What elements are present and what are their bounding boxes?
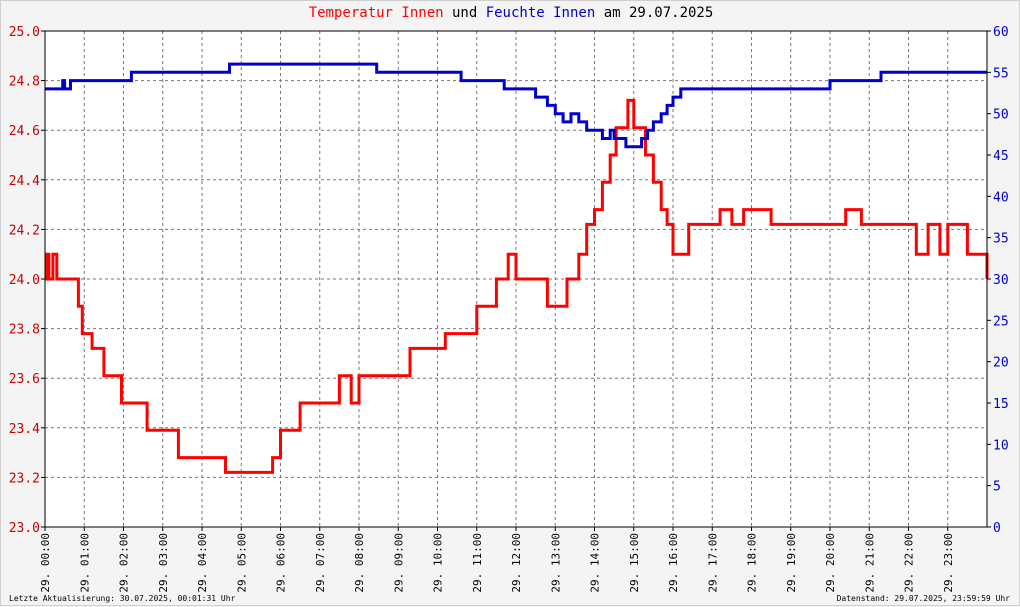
x-tick-label: 29. 18:00 [746,533,759,593]
x-tick-label: 29. 09:00 [392,533,405,593]
x-tick-label: 29. 20:00 [824,533,837,593]
x-tick-label: 29. 10:00 [432,533,445,593]
x-tick-label: 29. 17:00 [706,533,719,593]
right-tick-label: 25 [993,314,1009,329]
left-tick-label: 23.8 [9,323,40,338]
last-update-text: Letzte Aktualisierung: 30.07.2025, 00:01… [9,594,236,603]
right-axis: 0 5 10 15 20 25 30 35 40 45 50 55 60 [987,25,1009,536]
x-tick-label: 29. 14:00 [589,533,602,593]
right-tick-label: 20 [993,356,1009,371]
x-tick-label: 29. 05:00 [235,533,248,593]
right-tick-label: 10 [993,438,1009,453]
right-tick-label: 30 [993,273,1009,288]
left-tick-label: 23.0 [9,521,40,536]
right-tick-label: 35 [993,232,1009,247]
title-date: am 29.07.2025 [595,5,714,21]
x-tick-label: 29. 13:00 [549,533,562,593]
left-tick-label: 25.0 [9,25,40,40]
grid-lines [45,31,987,527]
title-temperature: Temperatur Innen [308,5,444,21]
left-tick-label: 24.0 [9,273,40,288]
left-tick-label: 24.8 [9,75,40,90]
x-axis: 29. 00:00 29. 01:00 29. 02:00 29. 03:00 29. … [39,527,955,593]
x-tick-label: 29. 12:00 [510,533,523,593]
right-tick-label: 45 [993,149,1009,164]
series-line-humidity [45,62,987,149]
x-tick-label: 29. 04:00 [196,533,209,593]
title-and: und [443,5,486,21]
left-tick-label: 24.4 [9,174,40,189]
x-tick-label: 29. 15:00 [628,533,641,593]
right-tick-label: 55 [993,66,1009,81]
left-axis: 23.0 23.2 23.4 23.6 23.8 24.0 24.2 24.4 24.6 24.8… [9,25,45,536]
right-tick-label: 50 [993,108,1009,123]
left-tick-label: 24.2 [9,223,40,238]
x-tick-label: 29. 22:00 [903,533,916,593]
right-tick-label: 60 [993,25,1009,40]
left-tick-label: 24.6 [9,124,40,139]
x-tick-label: 29. 11:00 [471,533,484,593]
left-tick-label: 23.6 [9,372,40,387]
left-tick-label: 23.2 [9,471,40,486]
x-tick-label: 29. 21:00 [863,533,876,593]
x-tick-label: 29. 03:00 [157,533,170,593]
x-tick-label: 29. 06:00 [275,533,288,593]
x-tick-label: 29. 07:00 [314,533,327,593]
left-tick-label: 23.4 [9,422,40,437]
title-humidity: Feuchte Innen [485,5,596,21]
series-line-temperature [45,98,989,474]
x-tick-label: 29. 08:00 [353,533,366,593]
x-tick-label: 29. 00:00 [39,533,52,593]
x-tick-label: 29. 02:00 [118,533,131,593]
x-tick-label: 29. 16:00 [667,533,680,593]
right-tick-label: 15 [993,397,1009,412]
data-status-text: Datenstand: 29.07.2025, 23:59:59 Uhr [836,594,1010,603]
chart-title: Temperatur Innen und Feuchte Innen am 29… [1,5,1020,21]
x-tick-label: 29. 19:00 [785,533,798,593]
right-tick-label: 40 [993,190,1009,205]
right-tick-label: 0 [993,521,1001,536]
right-tick-label: 5 [993,480,1001,495]
series-layer [45,62,989,474]
x-tick-label: 29. 01:00 [78,533,91,593]
x-tick-label: 29. 23:00 [942,533,955,593]
